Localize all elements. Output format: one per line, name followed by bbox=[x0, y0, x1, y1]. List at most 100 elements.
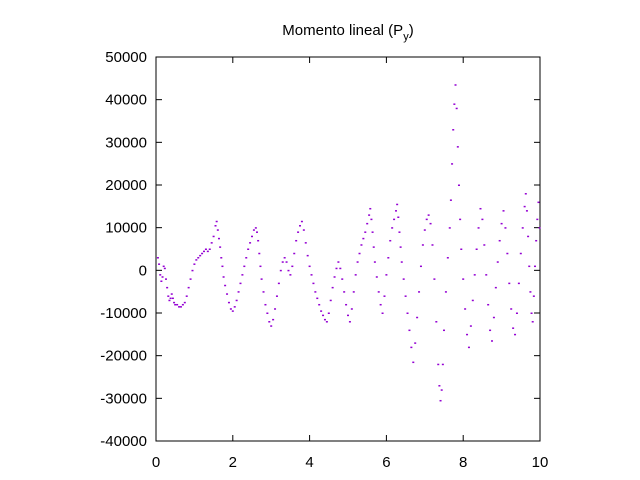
data-point bbox=[483, 244, 486, 246]
data-point bbox=[496, 261, 499, 263]
data-point bbox=[421, 244, 424, 246]
data-point bbox=[379, 303, 382, 306]
data-point bbox=[512, 327, 515, 329]
data-point bbox=[440, 389, 443, 391]
data-points bbox=[156, 84, 541, 402]
y-axis: -40000 -30000 -20000 -10000 0 10000 20000 30000… bbox=[100, 49, 540, 450]
data-point bbox=[322, 314, 325, 317]
data-point bbox=[419, 265, 422, 268]
data-point bbox=[449, 199, 452, 201]
data-point bbox=[358, 252, 361, 255]
data-point bbox=[475, 248, 478, 250]
data-point bbox=[285, 261, 288, 263]
data-point bbox=[159, 274, 162, 276]
data-point bbox=[183, 301, 186, 304]
data-point bbox=[536, 218, 539, 221]
data-point bbox=[479, 207, 482, 210]
y-tick-label: 30000 bbox=[105, 134, 147, 151]
plot-frame bbox=[155, 56, 541, 442]
data-point bbox=[373, 261, 376, 263]
data-point bbox=[524, 193, 527, 195]
data-point bbox=[258, 252, 261, 255]
data-point bbox=[289, 274, 292, 276]
data-point bbox=[178, 306, 181, 308]
data-point bbox=[156, 257, 159, 259]
data-point bbox=[204, 248, 207, 250]
data-point bbox=[517, 282, 520, 285]
data-point bbox=[494, 286, 497, 289]
data-point bbox=[308, 265, 311, 268]
data-point bbox=[375, 276, 378, 278]
data-point bbox=[299, 225, 301, 227]
data-point bbox=[231, 310, 234, 312]
data-point bbox=[208, 248, 211, 250]
data-point bbox=[435, 321, 438, 323]
data-point bbox=[454, 84, 457, 86]
y-tick-label: 40000 bbox=[105, 92, 147, 109]
data-point bbox=[219, 246, 222, 248]
data-point bbox=[158, 263, 161, 265]
data-point bbox=[393, 218, 396, 221]
data-point bbox=[229, 308, 232, 310]
data-point bbox=[348, 321, 351, 323]
data-point bbox=[281, 261, 284, 263]
data-point bbox=[397, 216, 400, 218]
data-point bbox=[203, 250, 205, 253]
chart-title: Momento lineal (Py) bbox=[282, 22, 413, 43]
data-point bbox=[306, 254, 309, 257]
data-point bbox=[341, 278, 344, 280]
data-point bbox=[369, 207, 372, 210]
data-point bbox=[438, 385, 441, 387]
data-point bbox=[199, 254, 202, 257]
data-point bbox=[464, 308, 467, 310]
data-point bbox=[259, 265, 262, 268]
data-point bbox=[492, 316, 495, 319]
data-point bbox=[532, 295, 535, 297]
data-point bbox=[523, 205, 526, 208]
data-point bbox=[295, 239, 298, 242]
data-point bbox=[425, 218, 428, 221]
y-tick-label: -20000 bbox=[100, 348, 147, 365]
data-point bbox=[510, 308, 513, 310]
data-point bbox=[251, 235, 253, 238]
data-point bbox=[197, 257, 200, 259]
data-point bbox=[441, 363, 444, 366]
x-tick-label: 4 bbox=[305, 454, 313, 471]
data-point bbox=[416, 316, 419, 319]
data-point bbox=[398, 231, 401, 233]
data-point bbox=[235, 299, 238, 302]
data-point bbox=[268, 321, 271, 323]
data-point bbox=[283, 257, 286, 259]
data-point bbox=[214, 225, 217, 227]
data-point bbox=[169, 297, 172, 300]
data-point bbox=[160, 280, 163, 282]
data-point bbox=[347, 314, 349, 317]
data-point bbox=[487, 303, 490, 306]
x-tick-label: 2 bbox=[229, 454, 237, 471]
data-point bbox=[185, 295, 188, 297]
data-point bbox=[195, 259, 198, 261]
data-point bbox=[466, 333, 469, 336]
x-tick-label: 10 bbox=[532, 454, 549, 471]
data-point bbox=[314, 291, 317, 293]
data-point bbox=[431, 244, 434, 246]
data-point bbox=[498, 239, 501, 242]
data-point bbox=[521, 227, 524, 229]
data-point bbox=[320, 310, 323, 312]
data-point bbox=[335, 267, 338, 270]
data-point bbox=[212, 235, 215, 238]
y-tick-label: -10000 bbox=[100, 305, 147, 322]
data-point bbox=[243, 265, 246, 268]
data-point bbox=[443, 329, 445, 332]
data-point bbox=[181, 303, 184, 306]
data-point bbox=[525, 210, 528, 212]
y-tick-label: -30000 bbox=[100, 390, 147, 407]
data-point bbox=[170, 293, 173, 295]
data-point bbox=[514, 333, 517, 336]
data-point bbox=[381, 312, 384, 314]
data-point bbox=[404, 295, 407, 297]
data-point bbox=[293, 252, 296, 255]
data-point bbox=[360, 244, 363, 246]
data-point bbox=[418, 291, 421, 293]
data-point bbox=[274, 308, 277, 310]
